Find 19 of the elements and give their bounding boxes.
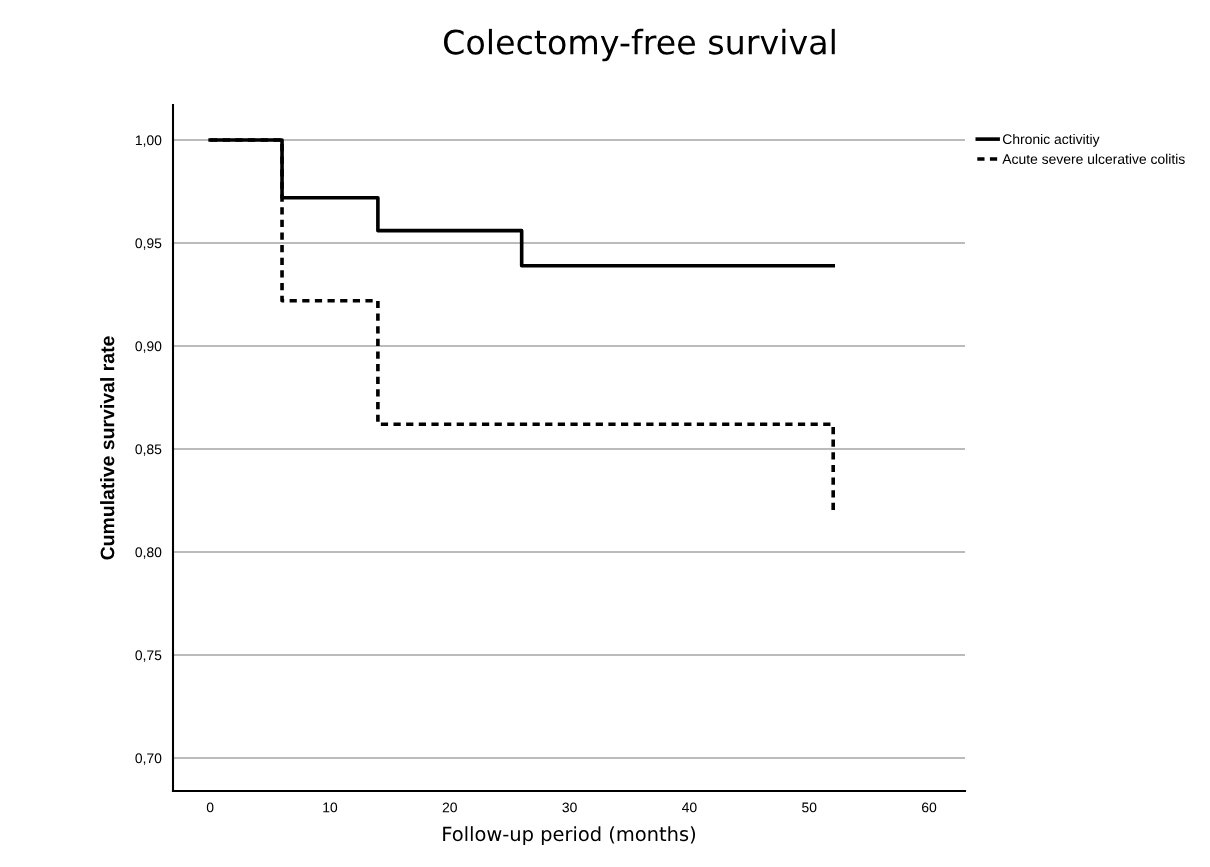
y-tick-label: 0,90 bbox=[135, 341, 162, 353]
x-tick-label: 50 bbox=[802, 802, 817, 813]
y-tick-label: 1,00 bbox=[135, 135, 162, 147]
y-axis-title: Cumulative survival rate bbox=[100, 336, 115, 560]
y-tick-label: 0,70 bbox=[135, 753, 162, 765]
y-tick-label: 0,75 bbox=[135, 650, 162, 662]
x-tick-label: 60 bbox=[922, 802, 937, 813]
x-tick-label: 0 bbox=[206, 802, 214, 813]
x-tick-label: 40 bbox=[682, 802, 697, 813]
x-tick-label: 20 bbox=[442, 802, 457, 813]
x-axis-title: Follow-up period (months) bbox=[443, 826, 696, 845]
legend-label: Acute severe ulcerative colitis bbox=[1002, 153, 1185, 165]
y-tick-label: 0,85 bbox=[135, 444, 162, 456]
legend-label: Chronic activitiy bbox=[1003, 133, 1100, 147]
y-tick-label: 0,95 bbox=[135, 238, 162, 250]
y-tick-label: 0,80 bbox=[135, 547, 162, 559]
chart-title: Colectomy-free survival bbox=[443, 28, 835, 62]
x-tick-label: 30 bbox=[562, 802, 577, 813]
x-tick-label: 10 bbox=[323, 802, 338, 813]
